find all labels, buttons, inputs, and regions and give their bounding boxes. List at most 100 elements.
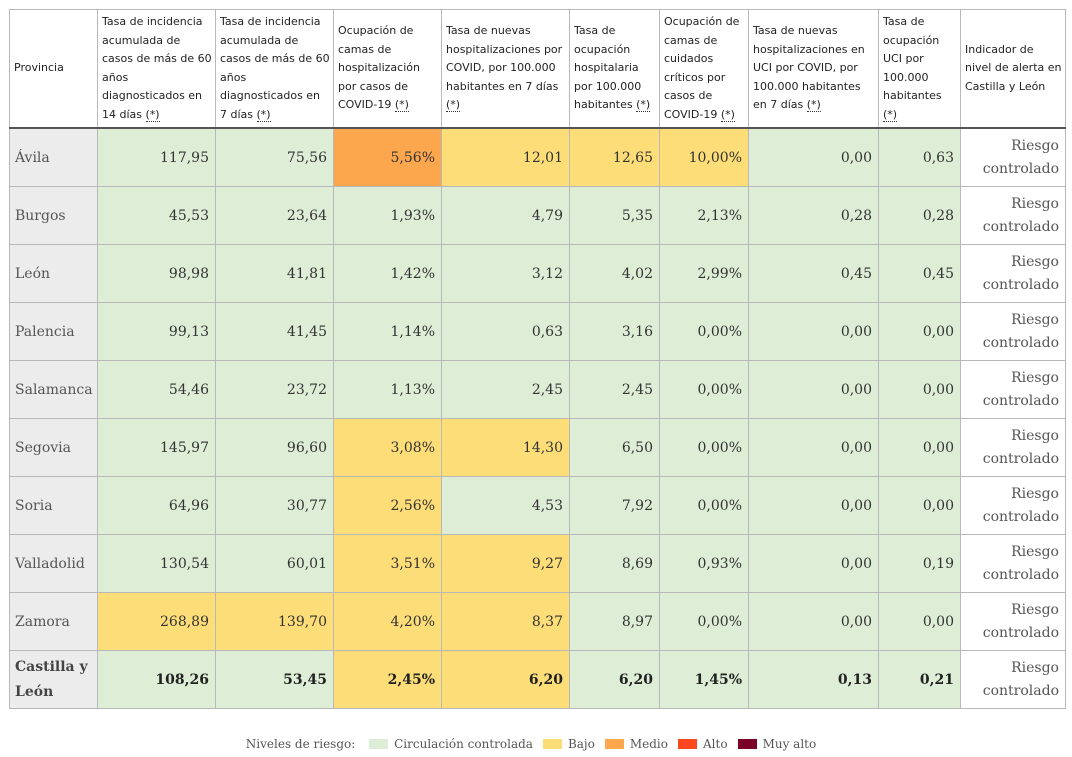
indicator-cell: 0,00 [748, 476, 879, 535]
column-header-8: Tasa de ocupación UCI por 100.000 habita… [878, 9, 961, 129]
table-header-row: Provincia Tasa de incidencia acumulada de… [9, 9, 1066, 129]
indicator-cell: 6,50 [569, 418, 660, 477]
alert-level-cell: Riesgo controlado [960, 360, 1066, 419]
indicator-cell: 0,00 [878, 302, 961, 361]
indicator-cell: 3,16 [569, 302, 660, 361]
column-header-0: Provincia [9, 9, 98, 129]
indicator-cell: 0,93% [659, 534, 749, 593]
legend-swatch [737, 739, 757, 749]
legend-swatch [542, 739, 562, 749]
column-header-label: Tasa de nuevas hospitalizaciones en UCI … [753, 24, 865, 112]
methodology-note-link[interactable]: (*) [806, 98, 821, 113]
risk-indicators-table: Provincia Tasa de incidencia acumulada de… [9, 9, 1066, 709]
legend-item-controlada: Circulación controlada [369, 737, 533, 751]
indicator-cell: 108,26 [97, 650, 216, 709]
indicator-cell: 23,64 [215, 186, 334, 245]
alert-level-cell: Riesgo controlado [960, 534, 1066, 593]
column-header-label: Tasa de nuevas hospitalizaciones por COV… [446, 24, 563, 93]
indicator-cell: 117,95 [97, 127, 216, 187]
column-header-label: Indicador de nivel de alerta en Castilla… [965, 42, 1062, 93]
column-header-1: Tasa de incidencia acumulada de casos de… [97, 9, 216, 129]
province-cell: Valladolid [9, 534, 98, 593]
column-header-label: Provincia [14, 61, 64, 75]
indicator-cell: 5,35 [569, 186, 660, 245]
indicator-cell: 1,14% [333, 302, 442, 361]
legend-item-muy-alto: Muy alto [737, 737, 817, 751]
alert-level-cell: Riesgo controlado [960, 418, 1066, 477]
indicator-cell: 2,99% [659, 244, 749, 303]
province-cell: Soria [9, 476, 98, 535]
indicator-cell: 12,01 [441, 127, 570, 187]
province-cell: Ávila [9, 127, 98, 187]
indicator-cell: 98,98 [97, 244, 216, 303]
indicator-cell: 8,37 [441, 592, 570, 651]
indicator-cell: 0,00 [748, 127, 879, 187]
indicator-cell: 0,63 [441, 302, 570, 361]
methodology-note-link[interactable]: (*) [636, 98, 651, 113]
column-header-label: Tasa de ocupación UCI por 100.000 habita… [883, 15, 942, 102]
indicator-cell: 0,00 [748, 360, 879, 419]
legend-item-alto: Alto [678, 737, 728, 751]
column-header-7: Tasa de nuevas hospitalizaciones en UCI … [748, 9, 879, 129]
indicator-cell: 0,45 [748, 244, 879, 303]
column-header-9: Indicador de nivel de alerta en Castilla… [960, 9, 1066, 129]
column-header-label: Ocupación de camas de cuidados críticos … [664, 15, 740, 121]
indicator-cell: 45,53 [97, 186, 216, 245]
indicator-cell: 0,00 [748, 534, 879, 593]
alert-level-cell: Riesgo controlado [960, 127, 1066, 187]
methodology-note-link[interactable]: (*) [446, 98, 461, 113]
indicator-cell: 3,51% [333, 534, 442, 593]
legend-swatch [678, 739, 697, 749]
table-row: Palencia 99,13 41,45 1,14% 0,63 3,16 0,00% 0,00… [9, 302, 1066, 361]
indicator-cell: 8,97 [569, 592, 660, 651]
province-cell: Castilla y León [9, 650, 98, 709]
legend-label: Alto [703, 737, 728, 751]
indicator-cell: 54,46 [97, 360, 216, 419]
indicator-cell: 0,21 [878, 650, 961, 709]
indicator-cell: 0,00 [878, 476, 961, 535]
indicator-cell: 75,56 [215, 127, 334, 187]
indicator-cell: 145,97 [97, 418, 216, 477]
province-cell: Segovia [9, 418, 98, 477]
indicator-cell: 12,65 [569, 127, 660, 187]
indicator-cell: 0,00% [659, 302, 749, 361]
indicator-cell: 139,70 [215, 592, 334, 651]
legend-swatch [604, 739, 624, 749]
alert-level-cell: Riesgo controlado [960, 476, 1066, 535]
indicator-cell: 268,89 [97, 592, 216, 651]
indicator-cell: 0,00 [748, 418, 879, 477]
province-cell: Salamanca [9, 360, 98, 419]
indicator-cell: 3,12 [441, 244, 570, 303]
indicator-cell: 1,13% [333, 360, 442, 419]
indicator-cell: 99,13 [97, 302, 216, 361]
indicator-cell: 0,00% [659, 476, 749, 535]
methodology-note-link[interactable]: (*) [720, 107, 735, 122]
indicator-cell: 0,00 [748, 302, 879, 361]
column-header-4: Tasa de nuevas hospitalizaciones por COV… [441, 9, 570, 129]
indicator-cell: 0,00 [878, 360, 961, 419]
methodology-note-link[interactable]: (*) [145, 107, 160, 122]
indicator-cell: 10,00% [659, 127, 749, 187]
table-row: Segovia 145,97 96,60 3,08% 14,30 6,50 0,00% 0,0… [9, 418, 1066, 477]
column-header-label: Ocupación de camas de hospitalización po… [338, 24, 420, 112]
legend-item-medio: Medio [604, 737, 668, 751]
table-row: León 98,98 41,81 1,42% 3,12 4,02 2,99% 0,45 0,45… [9, 244, 1066, 303]
legend-label: Bajo [567, 737, 595, 751]
alert-level-cell: Riesgo controlado [960, 302, 1066, 361]
table-row: Ávila 117,95 75,56 5,56% 12,01 12,65 10,00% 0,0… [9, 127, 1066, 187]
methodology-note-link[interactable]: (*) [883, 107, 898, 122]
indicator-cell: 0,00 [878, 418, 961, 477]
indicator-cell: 53,45 [215, 650, 334, 709]
indicator-cell: 0,45 [878, 244, 961, 303]
table-row: Zamora 268,89 139,70 4,20% 8,37 8,97 0,00% 0,00… [9, 592, 1066, 651]
methodology-note-link[interactable]: (*) [256, 107, 271, 122]
indicator-cell: 2,45 [441, 360, 570, 419]
table-row: Valladolid 130,54 60,01 3,51% 9,27 8,69 0,93% 0… [9, 534, 1066, 593]
indicator-cell: 4,79 [441, 186, 570, 245]
legend-label: Muy alto [762, 737, 817, 751]
indicator-cell: 2,45 [569, 360, 660, 419]
total-row: Castilla y León 108,26 53,45 2,45% 6,20 6,20 1… [9, 650, 1066, 709]
indicator-cell: 14,30 [441, 418, 570, 477]
methodology-note-link[interactable]: (*) [394, 98, 409, 113]
column-header-5: Tasa de ocupación hospitalaria por 100.0… [569, 9, 660, 129]
